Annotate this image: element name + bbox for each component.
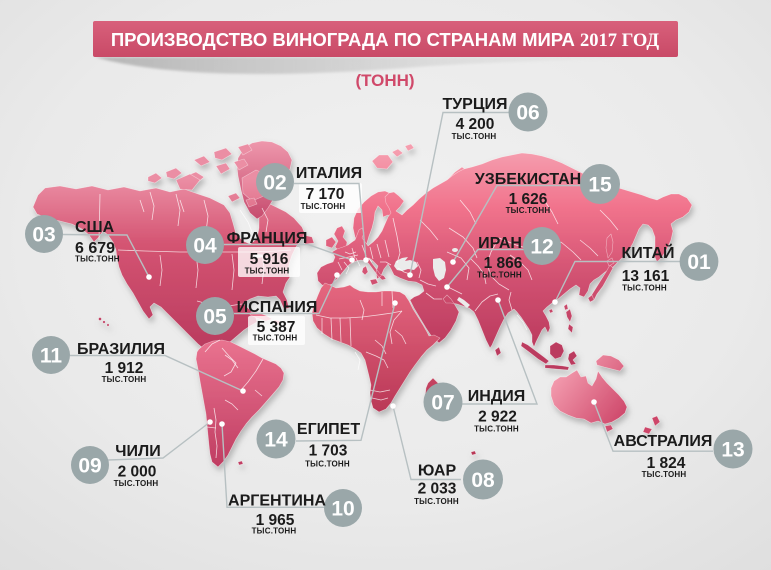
svg-text:14: 14 xyxy=(264,429,288,452)
svg-text:ЮАР: ЮАР xyxy=(418,463,457,480)
svg-text:ФРАНЦИЯ: ФРАНЦИЯ xyxy=(227,230,308,247)
svg-text:ТЫС.ТОНН: ТЫС.ТОНН xyxy=(477,271,522,280)
svg-text:БРАЗИЛИЯ: БРАЗИЛИЯ xyxy=(77,341,165,358)
svg-text:ЕГИПЕТ: ЕГИПЕТ xyxy=(297,421,360,438)
svg-text:ТЫС.ТОНН: ТЫС.ТОНН xyxy=(642,470,687,479)
svg-text:АРГЕНТИНА: АРГЕНТИНА xyxy=(228,493,326,510)
svg-text:ТЫС.ТОНН: ТЫС.ТОНН xyxy=(414,497,459,506)
svg-text:США: США xyxy=(75,219,115,236)
svg-text:АВСТРАЛИЯ: АВСТРАЛИЯ xyxy=(614,433,713,450)
svg-text:ТЫС.ТОНН: ТЫС.ТОНН xyxy=(474,425,519,434)
svg-text:4 200: 4 200 xyxy=(456,116,495,133)
svg-text:5 916: 5 916 xyxy=(250,251,289,268)
svg-text:7 170: 7 170 xyxy=(306,186,345,203)
svg-text:ИТАЛИЯ: ИТАЛИЯ xyxy=(296,165,362,182)
svg-text:ТЫС.ТОНН: ТЫС.ТОНН xyxy=(114,479,159,488)
svg-text:1 626: 1 626 xyxy=(509,191,548,208)
svg-text:1 965: 1 965 xyxy=(256,512,295,529)
svg-text:09: 09 xyxy=(78,455,101,478)
svg-text:ИРАН: ИРАН xyxy=(478,235,522,252)
svg-text:13: 13 xyxy=(721,439,744,462)
svg-text:ИНДИЯ: ИНДИЯ xyxy=(468,388,525,405)
svg-text:ТЫС.ТОНН: ТЫС.ТОНН xyxy=(506,206,551,215)
svg-text:ИСПАНИЯ: ИСПАНИЯ xyxy=(237,299,318,316)
svg-text:05: 05 xyxy=(203,306,227,329)
svg-text:03: 03 xyxy=(32,224,55,247)
svg-text:ТЫС.ТОНН: ТЫС.ТОНН xyxy=(75,255,120,264)
svg-text:5 387: 5 387 xyxy=(257,319,296,336)
svg-text:01: 01 xyxy=(687,251,711,274)
svg-text:ПРОИЗВОДСТВО ВИНОГРАДА ПО СТРА: ПРОИЗВОДСТВО ВИНОГРАДА ПО СТРАНАМ МИРА 2… xyxy=(111,29,660,51)
svg-text:1 866: 1 866 xyxy=(484,255,523,272)
svg-text:02: 02 xyxy=(263,172,286,195)
svg-text:1 703: 1 703 xyxy=(309,443,348,460)
svg-text:6 679: 6 679 xyxy=(75,240,115,257)
svg-text:07: 07 xyxy=(431,392,454,415)
svg-text:ТЫС.ТОНН: ТЫС.ТОНН xyxy=(622,284,667,293)
svg-text:ТЫС.ТОНН: ТЫС.ТОНН xyxy=(305,460,350,469)
svg-text:ТЫС.ТОНН: ТЫС.ТОНН xyxy=(452,132,497,141)
svg-text:13 161: 13 161 xyxy=(622,268,670,285)
svg-text:2 922: 2 922 xyxy=(478,409,517,426)
svg-text:(ТОНН): (ТОНН) xyxy=(355,71,414,90)
svg-text:06: 06 xyxy=(516,102,539,125)
svg-text:ТЫС.ТОНН: ТЫС.ТОНН xyxy=(301,202,346,211)
svg-text:04: 04 xyxy=(193,235,217,258)
svg-text:11: 11 xyxy=(40,345,63,368)
svg-text:ТЫС.ТОНН: ТЫС.ТОНН xyxy=(102,375,147,384)
svg-text:ТЫС.ТОНН: ТЫС.ТОНН xyxy=(253,334,298,343)
svg-text:КИТАЙ: КИТАЙ xyxy=(621,243,674,262)
svg-text:15: 15 xyxy=(588,174,612,197)
svg-text:ТУРЦИЯ: ТУРЦИЯ xyxy=(442,96,507,113)
svg-text:ТЫС.ТОНН: ТЫС.ТОНН xyxy=(245,267,290,276)
svg-text:2 000: 2 000 xyxy=(118,464,157,481)
svg-text:1 912: 1 912 xyxy=(105,360,144,377)
svg-text:12: 12 xyxy=(530,236,553,259)
svg-text:ЧИЛИ: ЧИЛИ xyxy=(115,443,160,460)
svg-text:08: 08 xyxy=(471,469,495,492)
svg-text:2 033: 2 033 xyxy=(418,481,457,498)
svg-text:10: 10 xyxy=(331,498,354,521)
svg-text:УЗБЕКИСТАН: УЗБЕКИСТАН xyxy=(475,171,581,188)
svg-text:1 824: 1 824 xyxy=(647,455,686,472)
svg-text:ТЫС.ТОНН: ТЫС.ТОНН xyxy=(252,527,297,536)
